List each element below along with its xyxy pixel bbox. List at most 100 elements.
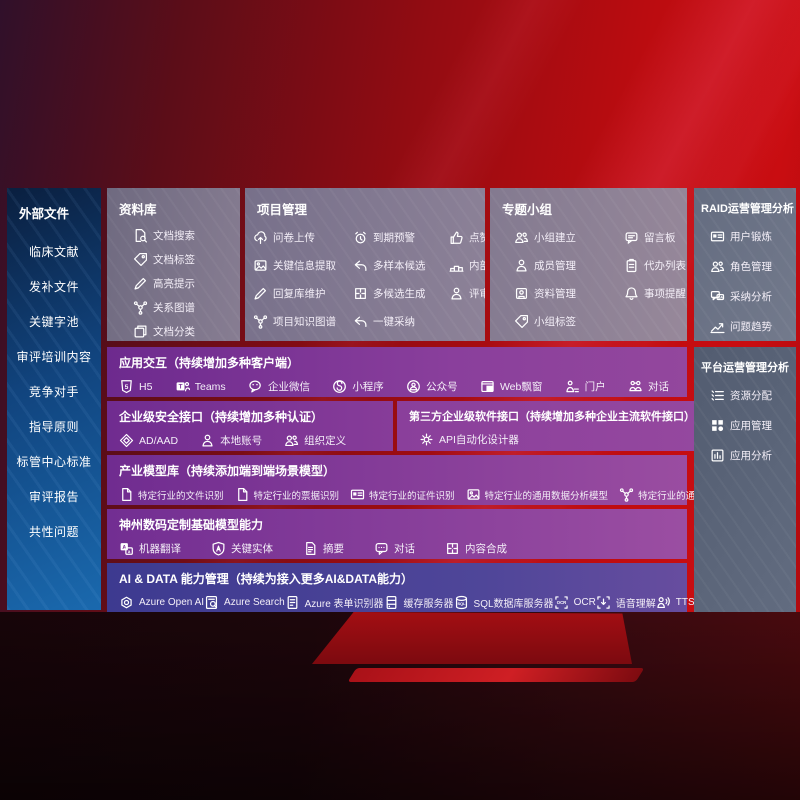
sidebar-item[interactable]: 临床文献 <box>28 245 79 259</box>
feature-item[interactable]: 问题趋势 <box>710 319 796 334</box>
feature-item[interactable]: 公众号 <box>406 379 458 394</box>
item-label: 多候选生成 <box>373 288 426 300</box>
item-label: Web飘窗 <box>499 381 543 393</box>
feature-item[interactable]: Azure Open AI <box>119 595 204 610</box>
feature-item[interactable]: 5 H5 <box>119 379 152 394</box>
feature-item[interactable]: 留言板 <box>624 230 687 245</box>
feature-item[interactable]: 组织定义 <box>284 433 346 448</box>
thumb-icon <box>449 230 464 245</box>
feature-item[interactable]: 资源分配 <box>710 388 796 403</box>
feature-item[interactable]: TTS <box>656 595 695 610</box>
item-label: 文档搜索 <box>153 230 195 242</box>
feature-item[interactable]: 内部专家排名 <box>449 258 485 273</box>
list-icon <box>710 388 725 403</box>
item-label: 特定行业的通用数据分析模型 <box>484 490 609 502</box>
feature-item[interactable]: 企业微信 <box>248 379 310 394</box>
feature-item[interactable]: Web飘窗 <box>480 379 542 394</box>
feature-item[interactable]: 评审员画像 <box>449 286 485 301</box>
svg-text:5: 5 <box>125 384 129 391</box>
ai-data-items: Azure Open AI Azure Search Azure 表单识别器 缓存服务… <box>119 595 695 610</box>
sidebar-item[interactable]: 指导原则 <box>28 420 79 434</box>
feature-item[interactable]: 文档标签 <box>133 252 240 267</box>
feature-item[interactable]: 门户 <box>565 379 606 394</box>
feature-item[interactable]: 资料管理 <box>514 286 620 301</box>
feature-item[interactable]: API自动化设计器 <box>419 432 519 447</box>
feature-item[interactable]: QA 采纳分析 <box>710 289 796 304</box>
feature-item[interactable]: OCR OCR <box>554 595 596 610</box>
webwin-icon <box>480 379 495 394</box>
feature-item[interactable]: 文档分类 <box>133 324 240 339</box>
industry-items: 特定行业的文件识别 特定行业的票据识别 特定行业的证件识别 特定行业的通用数据分析模型… <box>119 487 762 502</box>
feature-item[interactable]: 一键采纳 <box>353 314 445 329</box>
feature-item[interactable]: Azure Search <box>204 595 285 610</box>
tag-icon <box>133 252 148 267</box>
feature-item[interactable]: T Teams <box>175 379 226 394</box>
item-label: 内容合成 <box>465 543 507 555</box>
sidebar-item[interactable]: 审评培训内容 <box>16 350 92 364</box>
feature-item[interactable]: 关键实体 <box>211 541 273 556</box>
feature-item[interactable]: 多候选生成 <box>353 286 445 301</box>
trend-icon <box>710 319 725 334</box>
feature-item[interactable]: 角色管理 <box>710 259 796 274</box>
feature-item[interactable]: 特定行业的文件识别 <box>119 487 224 502</box>
feature-item[interactable]: 内容合成 <box>445 541 507 556</box>
sidebar-item[interactable]: 标管中心标准 <box>16 455 92 469</box>
feature-item[interactable]: 用户锻炼 <box>710 229 796 244</box>
bbs-icon <box>624 230 639 245</box>
voice-icon <box>596 595 611 610</box>
graph-icon <box>133 300 148 315</box>
item-label: Azure 表单识别器 <box>304 599 384 610</box>
sidebar-item[interactable]: 关键字池 <box>28 315 79 329</box>
users-icon <box>514 230 529 245</box>
sidebar-item[interactable]: 竞争对手 <box>28 385 79 399</box>
feature-item[interactable]: 点赞感谢 <box>449 230 485 245</box>
feature-item[interactable]: 对话 <box>374 541 415 556</box>
feature-item[interactable]: 到期预警 <box>353 230 445 245</box>
feature-item[interactable]: AD/AAD <box>119 433 178 448</box>
feature-item[interactable]: 语音理解 <box>596 595 656 610</box>
item-label: 关系图谱 <box>153 302 195 314</box>
feature-item[interactable]: 特定行业的通用数据分析模型 <box>466 487 609 502</box>
item-label: 资源分配 <box>730 390 772 402</box>
item-label: 角色管理 <box>730 261 772 273</box>
item-label: 关键实体 <box>231 543 273 555</box>
feature-item[interactable]: 本地账号 <box>200 433 262 448</box>
feature-item[interactable]: 摘要 <box>303 541 344 556</box>
right-analysis-column: RAID运营管理分析 用户锻炼 角色管理 QA 采纳分析 问题趋势 平台运营管理分析 资… <box>694 188 796 612</box>
feature-item[interactable]: 问卷上传 <box>253 230 349 245</box>
feature-item[interactable]: 特定行业的票据识别 <box>235 487 339 502</box>
feature-item[interactable]: 小组建立 <box>514 230 620 245</box>
item-label: Azure Open AI <box>139 597 205 608</box>
graph-icon <box>619 487 634 502</box>
feature-item[interactable]: 回复库维护 <box>253 286 349 301</box>
feature-item[interactable]: 项目知识图谱 <box>253 314 349 329</box>
card-icon <box>710 229 725 244</box>
svg-text:QA: QA <box>718 295 724 299</box>
feature-item[interactable]: 应用管理 <box>710 418 796 433</box>
feature-item[interactable]: 高亮提示 <box>133 276 240 291</box>
feature-item[interactable]: 特定行业的证件识别 <box>350 487 455 502</box>
feature-item[interactable]: 小程序 <box>332 379 384 394</box>
sidebar-item[interactable]: 共性问题 <box>28 525 79 539</box>
feature-item[interactable]: 关系图谱 <box>133 300 240 315</box>
users-icon <box>710 259 725 274</box>
sidebar-item[interactable]: 审评报告 <box>28 490 79 504</box>
feature-item[interactable]: 事项提醒 <box>624 286 687 301</box>
feature-item[interactable]: SQL SQL数据库服务器 <box>454 595 554 610</box>
feature-item[interactable]: 缓存服务器 <box>384 595 454 610</box>
item-label: 企业微信 <box>268 381 310 393</box>
feature-item[interactable]: 文档搜索 <box>133 228 240 243</box>
feature-item[interactable]: 小组标签 <box>514 314 620 329</box>
feature-item[interactable]: 多样本候选 <box>353 258 445 273</box>
row-title: 应用交互（持续增加多种客户端） <box>119 356 300 370</box>
feature-item[interactable]: Azure 表单识别器 <box>285 595 384 610</box>
feature-item[interactable]: 关键信息提取 <box>253 258 349 273</box>
sidebar-item[interactable]: 发补文件 <box>28 280 79 294</box>
db-icon: SQL <box>454 595 469 610</box>
feature-item[interactable]: 成员管理 <box>514 258 620 273</box>
feature-item[interactable]: 应用分析 <box>710 448 796 463</box>
feature-item[interactable]: 对话 <box>628 379 669 394</box>
feature-item[interactable]: 代办列表 <box>624 258 687 273</box>
